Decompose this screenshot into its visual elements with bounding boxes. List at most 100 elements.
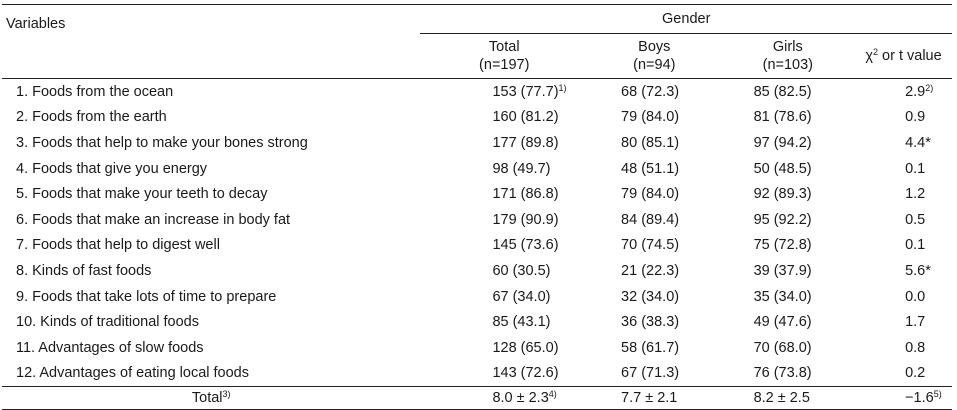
stat-value-text: 0.8 (905, 340, 925, 356)
variable-label: 2. Foods from the earth (2, 105, 420, 131)
stat-value: 0.1 (855, 156, 952, 182)
total-row-label: Total3) (2, 387, 420, 410)
total-value: 160 (81.2) (420, 105, 588, 131)
stat-value: 0.1 (855, 233, 952, 259)
total-value: 171 (86.8) (420, 181, 588, 207)
boys-value: 58 (61.7) (588, 335, 721, 361)
total-value: 60 (30.5) (420, 258, 588, 284)
variable-label: 5. Foods that make your teeth to decay (2, 181, 420, 207)
table-row: 4. Foods that give you energy 98 (49.7) … (2, 156, 952, 182)
total-row-stat-sup: 5) (934, 389, 942, 399)
total-row-stat: −1.65) (855, 387, 952, 410)
stat-value-text: 2.9 (905, 84, 925, 100)
girls-value: 35 (34.0) (721, 284, 856, 310)
boys-column-header: Boys (n=94) (588, 34, 721, 79)
boys-value: 21 (22.3) (588, 258, 721, 284)
boys-value: 70 (74.5) (588, 233, 721, 259)
boys-value: 32 (34.0) (588, 284, 721, 310)
girls-value: 76 (73.8) (721, 361, 856, 387)
total-value-text: 177 (89.8) (492, 135, 558, 151)
stat-value: 5.6* (855, 258, 952, 284)
girls-column-n: (n=103) (721, 56, 856, 74)
variables-header: Variables (2, 5, 420, 79)
boys-value: 80 (85.1) (588, 130, 721, 156)
total-row-total: 8.0 ± 2.34) (420, 387, 588, 410)
girls-value: 75 (72.8) (721, 233, 856, 259)
total-column-n: (n=197) (420, 56, 588, 74)
table-body: 1. Foods from the ocean 153 (77.7)1) 68 … (2, 79, 952, 410)
stat-value: 0.8 (855, 335, 952, 361)
girls-value: 85 (82.5) (721, 79, 856, 105)
variable-label: 11. Advantages of slow foods (2, 335, 420, 361)
table-row: 10. Kinds of traditional foods 85 (43.1)… (2, 309, 952, 335)
total-row: Total3) 8.0 ± 2.34) 7.7 ± 2.1 8.2 ± 2.5 −1.6… (2, 387, 952, 410)
stat-value-text: 0.2 (905, 365, 925, 381)
boys-value: 68 (72.3) (588, 79, 721, 105)
stat-value-text: 1.2 (905, 186, 925, 202)
stat-value-text: 0.0 (905, 289, 925, 305)
total-value: 145 (73.6) (420, 233, 588, 259)
table-row: 7. Foods that help to digest well 145 (7… (2, 233, 952, 259)
total-value-text: 145 (73.6) (492, 237, 558, 253)
gender-food-knowledge-table: Variables Gender Total (n=197) Boys (n=9… (2, 4, 952, 410)
total-row-label-text: Total (192, 390, 223, 406)
table-header: Variables Gender Total (n=197) Boys (n=9… (2, 5, 952, 79)
total-row-boys: 7.7 ± 2.1 (588, 387, 721, 410)
variable-label: 7. Foods that help to digest well (2, 233, 420, 259)
stat-value-text: 0.1 (905, 161, 925, 177)
stat-value: 0.9 (855, 105, 952, 131)
girls-value: 92 (89.3) (721, 181, 856, 207)
stat-value: 1.7 (855, 309, 952, 335)
total-row-label-sup: 3) (223, 389, 231, 399)
header-row-1: Variables Gender (2, 5, 952, 34)
table-row: 3. Foods that help to make your bones st… (2, 130, 952, 156)
boys-value: 79 (84.0) (588, 181, 721, 207)
stat-value: 2.92) (855, 79, 952, 105)
total-value-text: 60 (30.5) (492, 263, 550, 279)
stat-value-text: 1.7 (905, 314, 925, 330)
variable-label: 9. Foods that take lots of time to prepa… (2, 284, 420, 310)
variable-label: 6. Foods that make an increase in body f… (2, 207, 420, 233)
boys-value: 79 (84.0) (588, 105, 721, 131)
table-row: 2. Foods from the earth 160 (81.2) 79 (8… (2, 105, 952, 131)
gender-header: Gender (420, 5, 952, 34)
girls-value: 50 (48.5) (721, 156, 856, 182)
total-value: 98 (49.7) (420, 156, 588, 182)
stat-label-prefix: χ (865, 48, 873, 64)
table-row: 5. Foods that make your teeth to decay 1… (2, 181, 952, 207)
total-value: 67 (34.0) (420, 284, 588, 310)
total-value-text: 179 (90.9) (492, 212, 558, 228)
table-row: 1. Foods from the ocean 153 (77.7)1) 68 … (2, 79, 952, 105)
total-row-total-text: 8.0 ± 2.3 (492, 390, 548, 406)
girls-value: 81 (78.6) (721, 105, 856, 131)
girls-value: 39 (37.9) (721, 258, 856, 284)
stat-value-text: 0.1 (905, 237, 925, 253)
total-value-sup: 1) (559, 83, 567, 93)
stat-column-header: χ2 or t value (855, 34, 952, 79)
total-value-text: 153 (77.7) (492, 84, 558, 100)
stat-value-sup: 2) (925, 83, 933, 93)
stat-label-suffix: or t value (878, 48, 942, 64)
table-row: 6. Foods that make an increase in body f… (2, 207, 952, 233)
total-value-text: 143 (72.6) (492, 365, 558, 381)
total-value: 153 (77.7)1) (420, 79, 588, 105)
stat-value: 4.4* (855, 130, 952, 156)
girls-column-name: Girls (721, 38, 856, 56)
stat-value: 1.2 (855, 181, 952, 207)
total-column-header: Total (n=197) (420, 34, 588, 79)
stat-value-text: 5.6* (905, 263, 931, 279)
boys-value: 48 (51.1) (588, 156, 721, 182)
variable-label: 12. Advantages of eating local foods (2, 361, 420, 387)
variable-label: 8. Kinds of fast foods (2, 258, 420, 284)
boys-value: 67 (71.3) (588, 361, 721, 387)
table-row: 8. Kinds of fast foods 60 (30.5) 21 (22.… (2, 258, 952, 284)
total-value: 177 (89.8) (420, 130, 588, 156)
total-value-text: 160 (81.2) (492, 109, 558, 125)
girls-column-header: Girls (n=103) (721, 34, 856, 79)
total-value: 143 (72.6) (420, 361, 588, 387)
stat-value-text: 4.4* (905, 135, 931, 151)
stat-value: 0.2 (855, 361, 952, 387)
girls-value: 70 (68.0) (721, 335, 856, 361)
total-row-stat-text: −1.6 (905, 390, 934, 406)
